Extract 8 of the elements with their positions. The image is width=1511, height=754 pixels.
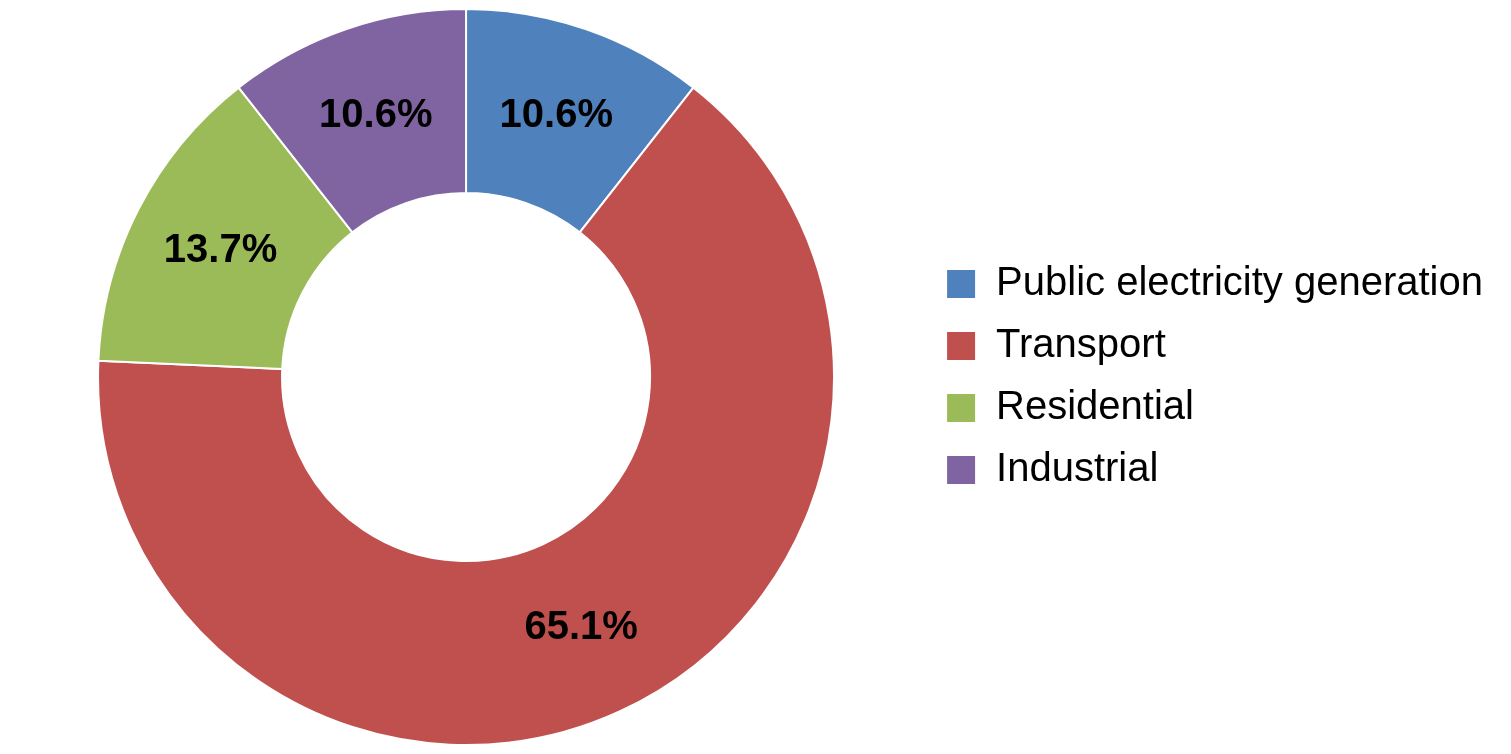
data-label: 65.1% (524, 602, 638, 647)
legend-label: Residential (996, 383, 1194, 428)
legend-label: Transport (996, 321, 1166, 366)
data-label: 13.7% (163, 225, 278, 270)
data-label: 10.6% (499, 91, 613, 136)
legend-label: Public electricity generation (996, 259, 1484, 304)
data-label: 10.6% (319, 91, 433, 136)
legend-label: Industrial (996, 445, 1159, 490)
